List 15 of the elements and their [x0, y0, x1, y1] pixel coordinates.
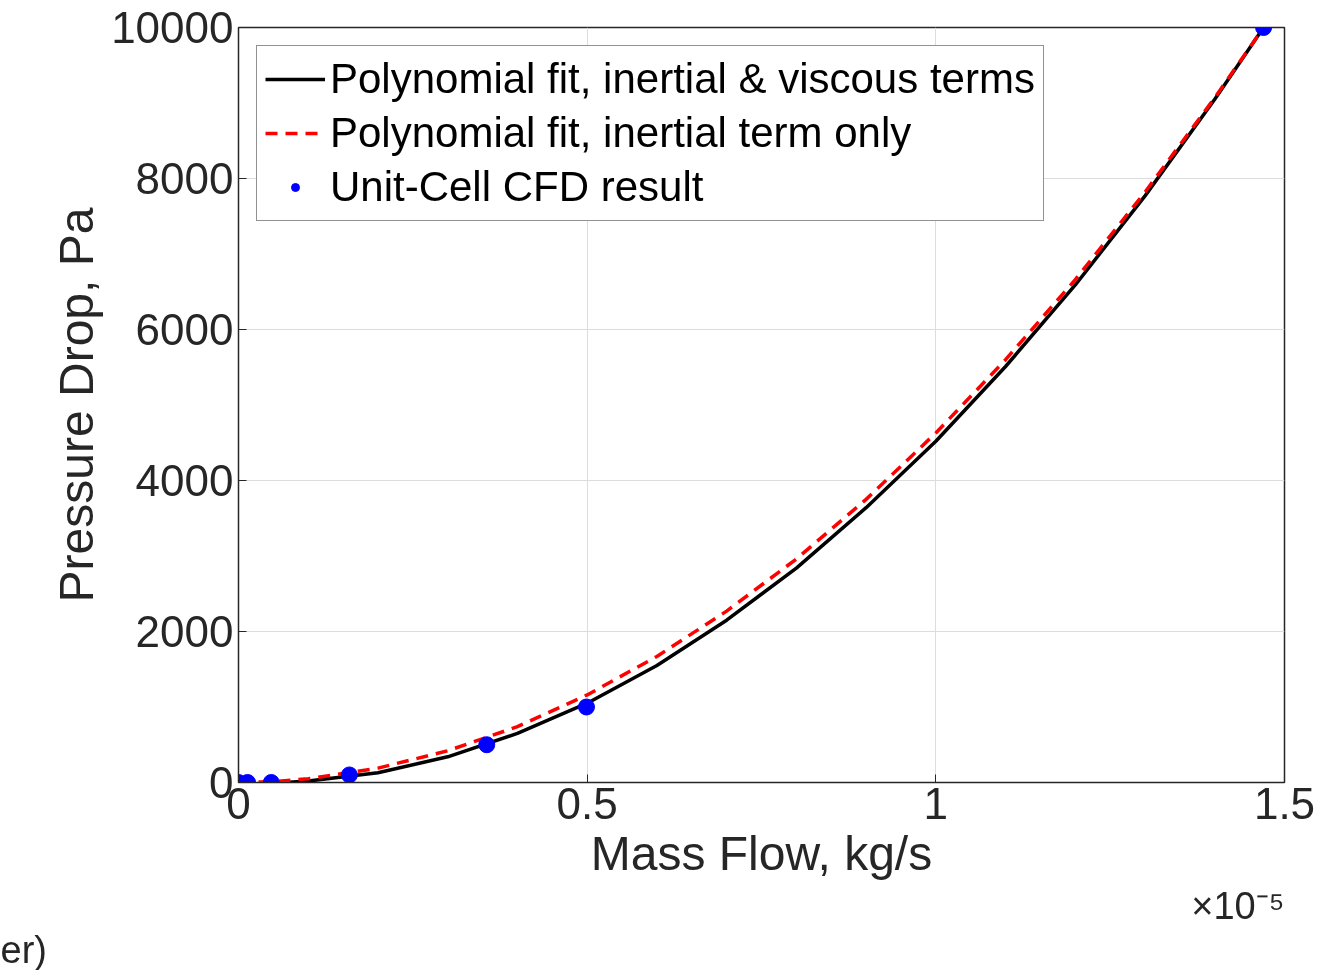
- y-tick-label: 8000: [135, 154, 234, 203]
- text: ×10⁻⁵: [1191, 884, 1285, 927]
- y-tick-label: 4000: [135, 456, 234, 505]
- y-tick-label: 2000: [135, 607, 234, 656]
- y-tick-label: 10000: [111, 3, 234, 52]
- x-tick-label: 1: [923, 778, 949, 828]
- x-axis-title: Mass Flow, kg/s: [590, 826, 933, 880]
- y-tick-label: 6000: [135, 305, 234, 354]
- x-tick-label: 0.5: [556, 778, 618, 828]
- text: er): [0, 928, 47, 970]
- legend-label: Polynomial fit, inertial & viscous terms: [330, 54, 1035, 104]
- y-axis-title: Pressure Drop, Pa: [50, 207, 104, 603]
- legend-label: Polynomial fit, inertial term only: [330, 108, 912, 158]
- x-tick-label: 1.5: [1253, 778, 1316, 828]
- legend-label: Unit-Cell CFD result: [330, 162, 704, 212]
